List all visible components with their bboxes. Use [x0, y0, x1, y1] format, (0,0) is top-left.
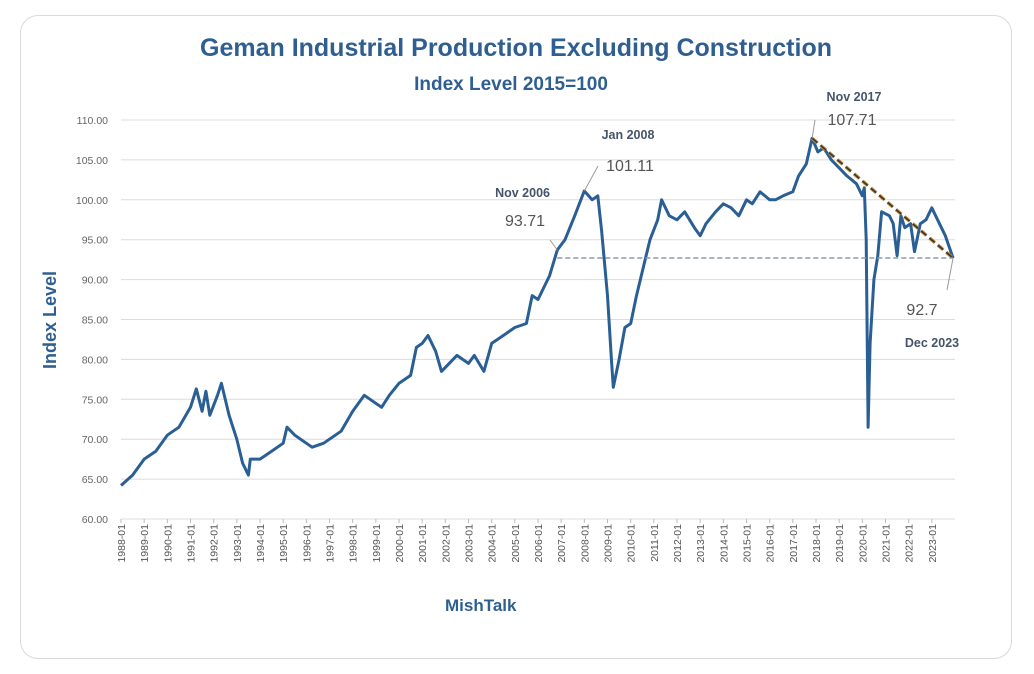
x-tick-label: 1988-01: [116, 524, 128, 563]
chart-card: Geman Industrial Production Excluding Co…: [20, 15, 1012, 659]
x-tick-label: 2021-01: [881, 524, 893, 563]
x-tick-label: 2006-01: [533, 524, 545, 563]
x-tick-label: 2010-01: [626, 524, 638, 563]
series-line: [119, 136, 955, 487]
x-tick-label: 2000-01: [394, 524, 406, 563]
x-tick-label: 2014-01: [718, 524, 730, 563]
x-tick-label: 1989-01: [139, 524, 151, 563]
y-axis-label: Index Level: [40, 271, 60, 369]
x-tick-label: 2005-01: [510, 524, 522, 563]
y-tick-label: 75.00: [82, 394, 108, 406]
x-tick-label: 2009-01: [603, 524, 615, 563]
annotation-leader: [583, 165, 599, 192]
chart-source: MishTalk: [445, 596, 517, 615]
y-tick-label: 85.00: [82, 315, 108, 327]
annotation-value: 92.7: [906, 302, 937, 319]
annotation-leader: [811, 119, 816, 139]
y-tick-label: 100.00: [76, 195, 108, 207]
y-tick-label: 90.00: [82, 275, 108, 287]
x-tick-label: 2016-01: [765, 524, 777, 563]
y-tick-label: 80.00: [82, 354, 108, 366]
x-tick-label: 2013-01: [695, 524, 707, 563]
x-tick-label: 2018-01: [811, 524, 823, 563]
trend-line: [811, 137, 954, 259]
annotation-date: Nov 2006: [495, 186, 550, 200]
annotation-date: Dec 2023: [905, 336, 959, 350]
y-tick-label: 95.00: [82, 235, 108, 247]
x-tick-label: 1994-01: [255, 524, 267, 563]
x-tick-label: 1993-01: [232, 524, 244, 563]
y-tick-label: 110.00: [77, 115, 108, 127]
x-tick-label: 2008-01: [579, 524, 591, 563]
x-tick-label: 2022-01: [904, 524, 916, 563]
y-tick-label: 65.00: [82, 474, 108, 486]
annotation-value: 107.71: [828, 112, 877, 129]
chart-title: Geman Industrial Production Excluding Co…: [200, 34, 832, 62]
x-tick-label: 2020-01: [857, 524, 869, 563]
y-tick-label: 60.00: [82, 514, 108, 526]
annotation-date: Nov 2017: [827, 90, 882, 104]
chart-subtitle: Index Level 2015=100: [414, 74, 608, 95]
y-tick-label: 105.00: [76, 155, 108, 167]
x-tick-label: 2007-01: [556, 524, 568, 563]
x-tick-label: 2001-01: [417, 524, 429, 563]
x-tick-label: 1991-01: [186, 524, 198, 563]
x-tick-label: 2002-01: [440, 524, 452, 563]
x-tick-label: 2003-01: [464, 524, 476, 563]
x-tick-label: 1998-01: [348, 524, 360, 563]
x-tick-label: 2004-01: [487, 524, 499, 563]
x-tick-label: 2012-01: [672, 524, 684, 563]
annotation-value: 93.71: [505, 213, 545, 230]
x-tick-label: 2011-01: [649, 524, 661, 562]
x-tick-label: 2023-01: [927, 524, 939, 563]
x-tick-label: 1992-01: [209, 524, 221, 563]
annotation-leader: [946, 257, 954, 291]
annotation-value: 101.11: [606, 158, 654, 175]
x-tick-label: 2015-01: [742, 524, 754, 563]
y-tick-label: 70.00: [82, 434, 108, 446]
x-tick-label: 1997-01: [325, 524, 337, 563]
x-tick-label: 2017-01: [788, 524, 800, 563]
annotation-date: Jan 2008: [602, 128, 655, 142]
x-tick-label: 1999-01: [371, 524, 383, 563]
x-tick-label: 1990-01: [162, 524, 174, 563]
x-tick-label: 2019-01: [834, 524, 846, 563]
x-tick-label: 1996-01: [301, 524, 313, 563]
annotation-leader: [549, 239, 558, 251]
x-tick-label: 1995-01: [278, 524, 290, 563]
